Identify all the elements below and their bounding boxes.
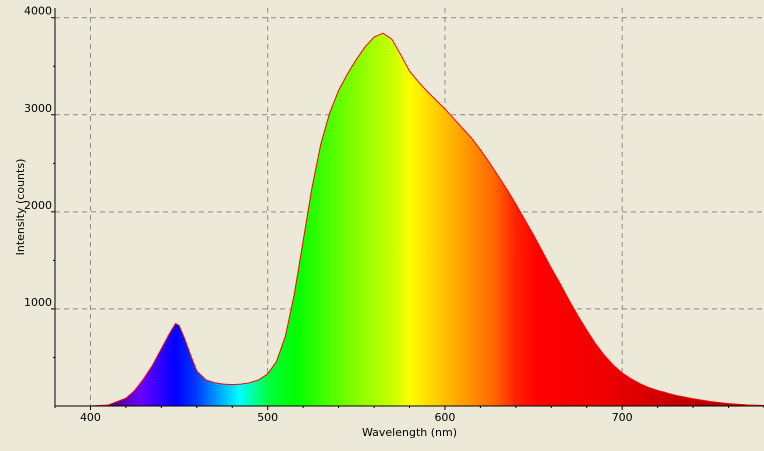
spectrum-area: [55, 33, 764, 407]
y-tick-label-1000: 1000: [24, 296, 52, 309]
ticks: 400 500 600 700 1000 2000 3000 4000: [24, 5, 764, 424]
x-axis-label: Wavelength (nm): [362, 426, 457, 439]
x-tick-label-400: 400: [80, 411, 101, 424]
x-tick-label-500: 500: [257, 411, 278, 424]
y-axis-label: Intensity (counts): [14, 159, 27, 256]
y-tick-label-2000: 2000: [24, 199, 52, 212]
y-tick-label-3000: 3000: [24, 102, 52, 115]
x-tick-label-700: 700: [612, 411, 633, 424]
y-tick-label-4000: 4000: [24, 5, 52, 18]
spectrum-line: [55, 32, 764, 407]
x-tick-label-600: 600: [434, 411, 455, 424]
